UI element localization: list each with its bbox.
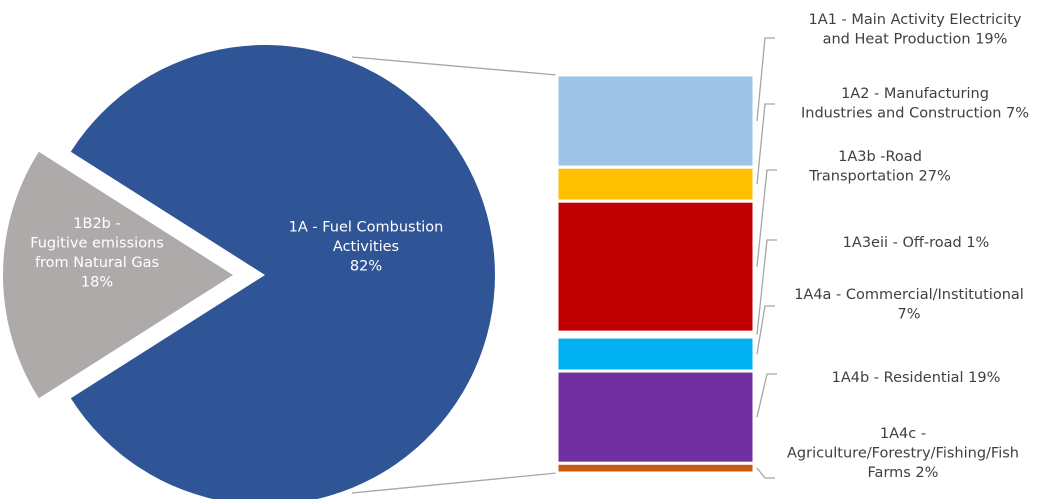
pie-label-1B2b-line-1: 1B2b - xyxy=(73,216,120,232)
leader-line-1A2 xyxy=(756,103,775,185)
leader-line-1A4c xyxy=(756,467,775,479)
connector-lines xyxy=(351,56,558,494)
bar-label-1A4c-line-2: Agriculture/Forestry/Fishing/Fish xyxy=(787,446,1019,462)
pie-label-1B2b-line-3: from Natural Gas xyxy=(35,255,159,271)
bar-label-1A4a-line-1: 1A4a - Commercial/Institutional xyxy=(794,287,1024,303)
pie-label-1A-line-2: Activities xyxy=(333,239,399,255)
connector-top xyxy=(351,56,558,76)
bar-label-1A2-line-1: 1A2 - Manufacturing xyxy=(841,86,989,102)
bar-label-1A1-line-2: and Heat Production 19% xyxy=(823,32,1008,48)
leader-line-1A3eii xyxy=(756,239,777,335)
pie-slice-1B2b xyxy=(2,151,234,399)
labels: 1A - Fuel Combustion Activities 82% 1B2b - F… xyxy=(30,12,1029,481)
connector-bottom xyxy=(351,472,558,494)
pie xyxy=(2,45,496,499)
bar-segment-1A1 xyxy=(555,73,756,169)
bar-label-1A4a-line-2: 7% xyxy=(897,307,920,323)
leader-line-1A4b xyxy=(756,373,777,418)
bar-label-1A2-line-2: Industries and Construction 7% xyxy=(801,106,1029,122)
pie-label-1B2b-line-2: Fugitive emissions xyxy=(30,235,164,251)
bar-segment-1A4c xyxy=(555,461,756,475)
bar-segment-1A4b xyxy=(555,369,756,465)
bar-segment-1A2 xyxy=(555,165,756,203)
stacked-bar xyxy=(555,73,756,475)
bar-label-1A1-line-1: 1A1 - Main Activity Electricity xyxy=(809,12,1022,28)
leader-line-1A4a xyxy=(756,305,775,355)
bar-label-1A3eii-line-1: 1A3eii - Off-road 1% xyxy=(843,235,990,251)
bar-label-1A4c-line-1: 1A4c - xyxy=(880,426,926,442)
pie-slice-1A xyxy=(70,45,496,499)
leader-line-1A3b xyxy=(756,169,777,267)
bar-segment-1A4a xyxy=(555,335,756,373)
pie-label-1A-line-1: 1A - Fuel Combustion xyxy=(289,220,444,236)
bar-label-1A3b-line-1: 1A3b -Road xyxy=(838,149,922,165)
pie-label-1A-line-3: 82% xyxy=(350,259,382,275)
leader-lines xyxy=(756,37,777,479)
bar-label-1A3b-line-2: Transportation 27% xyxy=(808,169,951,185)
bar-segment-1A3b xyxy=(555,199,756,334)
bar-label-1A4b-line-1: 1A4b - Residential 19% xyxy=(832,370,1001,386)
pie-label-1B2b-line-4: 18% xyxy=(81,274,113,290)
leader-line-1A1 xyxy=(756,37,775,122)
bar-label-1A4c-line-3: Farms 2% xyxy=(868,465,939,481)
